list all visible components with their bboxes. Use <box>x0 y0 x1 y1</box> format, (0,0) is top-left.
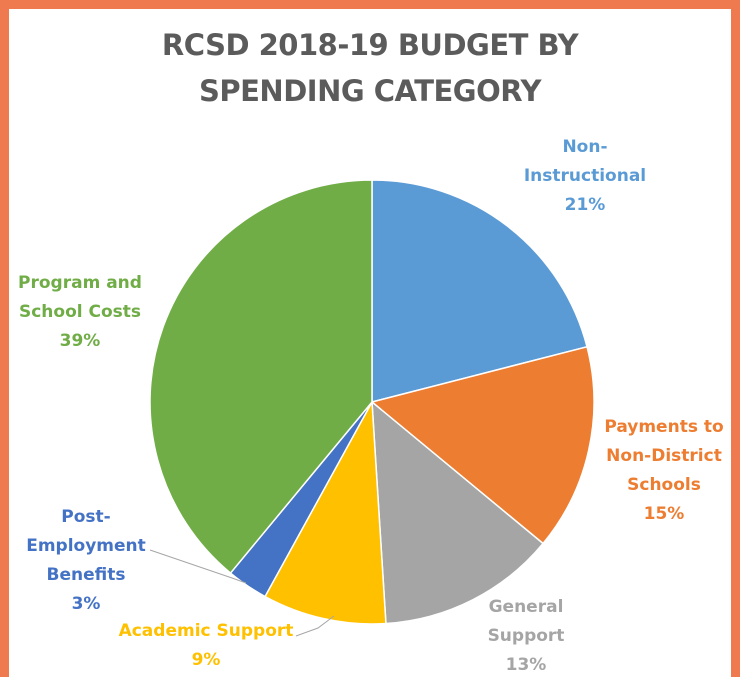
leader-line-post-employment-benefits <box>149 549 247 584</box>
chart-title-line-2: SPENDING CATEGORY <box>198 74 542 108</box>
data-label-payments-to-non-district-schools: Payments to Non-District Schools 15% <box>604 417 723 524</box>
leader-line-academic-support <box>295 615 335 637</box>
data-label-general-support: General Support 13% <box>488 597 565 675</box>
data-label-text: Payments to <box>604 417 723 437</box>
data-label-post-employment-benefits: Post- Employment Benefits 3% <box>26 507 146 614</box>
data-label-text: Post- <box>61 507 110 527</box>
data-label-text: Support <box>488 626 565 646</box>
data-label-text: Academic Support <box>119 621 294 641</box>
data-label-value: 9% <box>192 650 221 670</box>
pie-slice-general-support <box>371 400 545 625</box>
data-label-value: 21% <box>565 195 606 215</box>
data-label-text: Schools <box>627 475 701 495</box>
chart-title-line-1: RCSD 2018-19 BUDGET BY <box>161 28 579 62</box>
data-label-academic-support: Academic Support 9% <box>119 621 294 670</box>
data-label-text: Non-District <box>606 446 722 466</box>
data-label-value: 13% <box>506 655 547 675</box>
data-label-text: General <box>489 597 564 617</box>
data-label-non-instructional: Non- Instructional 21% <box>524 137 646 215</box>
pie-slice-payments-to-non-district-schools <box>370 345 595 545</box>
pie-slice-program-and-school-costs <box>149 179 373 575</box>
data-label-text: Benefits <box>47 565 126 585</box>
chart-title: RCSD 2018-19 BUDGET BY SPENDING CATEGORY <box>0 22 740 114</box>
data-label-value: 39% <box>60 331 101 351</box>
data-label-text: Employment <box>26 536 146 556</box>
data-label-value: 15% <box>644 504 685 524</box>
data-label-text: Non- <box>562 137 607 157</box>
data-label-value: 3% <box>72 594 101 614</box>
data-label-text: Program and <box>18 273 142 293</box>
pie-slice-non-instructional <box>371 179 588 403</box>
pie-slice-academic-support <box>264 399 387 625</box>
data-label-text: Instructional <box>524 166 646 186</box>
data-label-text: School Costs <box>19 302 141 322</box>
data-label-program-and-school-costs: Program and School Costs 39% <box>18 273 142 351</box>
